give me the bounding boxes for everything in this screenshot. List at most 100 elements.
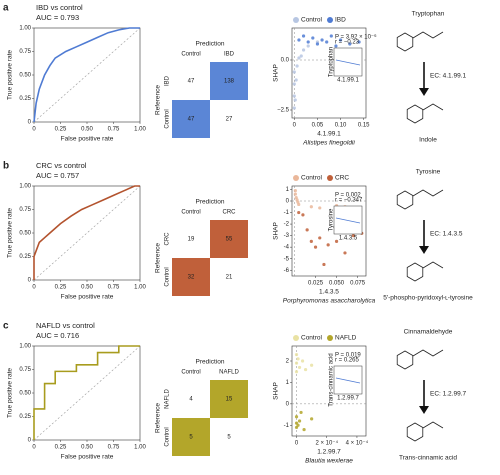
column-label: Control xyxy=(181,52,200,58)
column-label: Control xyxy=(181,210,200,216)
legend-label: Control xyxy=(301,335,323,342)
matrix-ylabel: Reference xyxy=(155,243,162,273)
point xyxy=(300,359,305,363)
x-tick-label: 0.025 xyxy=(308,281,324,287)
x-tick-label: 1.00 xyxy=(134,127,146,133)
y-tick-label: 2 xyxy=(286,359,290,365)
inset-stat: r = −0.23 xyxy=(335,40,360,46)
cell-value: 27 xyxy=(226,117,233,123)
inset-stat: P = 3.92 × 10⁻⁶ xyxy=(335,34,377,41)
legend-marker xyxy=(293,175,299,181)
y-tick-label: 1.00 xyxy=(19,26,31,32)
x-tick-label: 0.15 xyxy=(358,123,370,129)
chance-line xyxy=(33,345,141,441)
legend-label: IBD xyxy=(335,17,346,24)
matrix-cell xyxy=(210,62,248,100)
molecule xyxy=(422,103,444,111)
point xyxy=(313,245,318,249)
point xyxy=(299,410,303,415)
matrix-cell xyxy=(210,380,248,418)
y-tick-label: 1 xyxy=(286,187,290,193)
point xyxy=(295,64,299,68)
y-tick-label: 0 xyxy=(28,438,32,444)
matrix-cell xyxy=(172,62,210,100)
cell-value: 47 xyxy=(188,117,195,123)
point xyxy=(343,251,347,255)
x-tick-label: 0 xyxy=(32,445,36,451)
x-axis-label: 1.4.3.5 xyxy=(319,289,339,296)
point xyxy=(297,56,301,60)
point xyxy=(293,192,297,196)
x-axis-label: False positive rate xyxy=(61,454,114,461)
x-tick-label: 0.050 xyxy=(329,281,345,287)
product-name: Indole xyxy=(419,137,437,144)
y-axis-label: True positive rate xyxy=(7,368,14,418)
matrix-ylabel: Reference xyxy=(155,85,162,115)
inset-fit xyxy=(335,59,361,66)
inset-stat: r = 0.265 xyxy=(335,358,360,364)
y-axis-label: True positive rate xyxy=(7,208,14,258)
y-tick-label: -1 xyxy=(284,210,290,216)
point xyxy=(303,367,308,372)
y-tick-label: 1.00 xyxy=(19,184,31,190)
point xyxy=(315,42,320,46)
point xyxy=(310,417,314,421)
row-label: Control xyxy=(165,267,171,286)
point xyxy=(305,228,309,232)
legend-marker xyxy=(327,335,333,341)
x-axis-label: 4.1.99.1 xyxy=(317,131,341,138)
x-tick-label: 0 xyxy=(32,127,36,133)
cell-value: 19 xyxy=(188,237,195,243)
molecule xyxy=(396,190,414,210)
matrix-cell xyxy=(172,220,210,258)
molecule xyxy=(422,261,444,269)
y-tick-label: -2 xyxy=(284,222,290,228)
row-label: Control xyxy=(165,109,171,128)
point xyxy=(297,38,301,42)
point xyxy=(293,98,297,102)
y-tick-label: 0 xyxy=(28,278,32,284)
panel-label: b xyxy=(3,161,9,172)
y-tick-label: 0.50 xyxy=(19,73,31,79)
legend-marker xyxy=(327,175,333,181)
chart-title: CRC vs control xyxy=(36,161,87,170)
point xyxy=(297,419,302,423)
inset-fit xyxy=(335,377,361,384)
matrix-cell xyxy=(172,418,210,456)
y-tick-label: 0.50 xyxy=(19,231,31,237)
point xyxy=(294,78,298,82)
y-tick-label: -1 xyxy=(284,423,290,429)
x-tick-label: 1.00 xyxy=(134,445,146,451)
legend-marker xyxy=(293,17,299,23)
matrix-title: Prediction xyxy=(196,199,225,206)
x-tick-label: 1.00 xyxy=(134,285,146,291)
point xyxy=(294,361,299,365)
y-tick-label: 0 xyxy=(286,401,290,407)
species-label: Alistipes finegoldii xyxy=(302,140,355,147)
y-tick-label: 0 xyxy=(28,120,32,126)
enzyme-label: EC: 4.1.99.1 xyxy=(430,73,467,80)
cell-value: 32 xyxy=(188,275,195,281)
inset-frame xyxy=(333,205,363,235)
point xyxy=(292,82,296,86)
inset-frame xyxy=(333,47,363,77)
point xyxy=(301,48,306,52)
column-label: IBD xyxy=(224,52,235,58)
y-tick-label: 1 xyxy=(286,380,290,386)
y-axis-label: SHAP xyxy=(273,222,280,240)
chart-title: IBD vs control xyxy=(36,3,83,12)
column-label: CRC xyxy=(223,210,237,216)
x-tick-label: 0.50 xyxy=(81,445,93,451)
y-tick-label: 0.75 xyxy=(19,49,31,55)
legend-marker xyxy=(327,17,333,23)
y-tick-label: -3 xyxy=(284,233,290,239)
point xyxy=(318,236,322,240)
point xyxy=(296,357,300,361)
molecule xyxy=(406,422,424,442)
y-axis-label: True positive rate xyxy=(7,50,14,100)
matrix-cell xyxy=(172,258,210,296)
point xyxy=(294,352,299,357)
matrix-cell xyxy=(172,100,210,138)
y-tick-label: -4 xyxy=(284,245,290,251)
